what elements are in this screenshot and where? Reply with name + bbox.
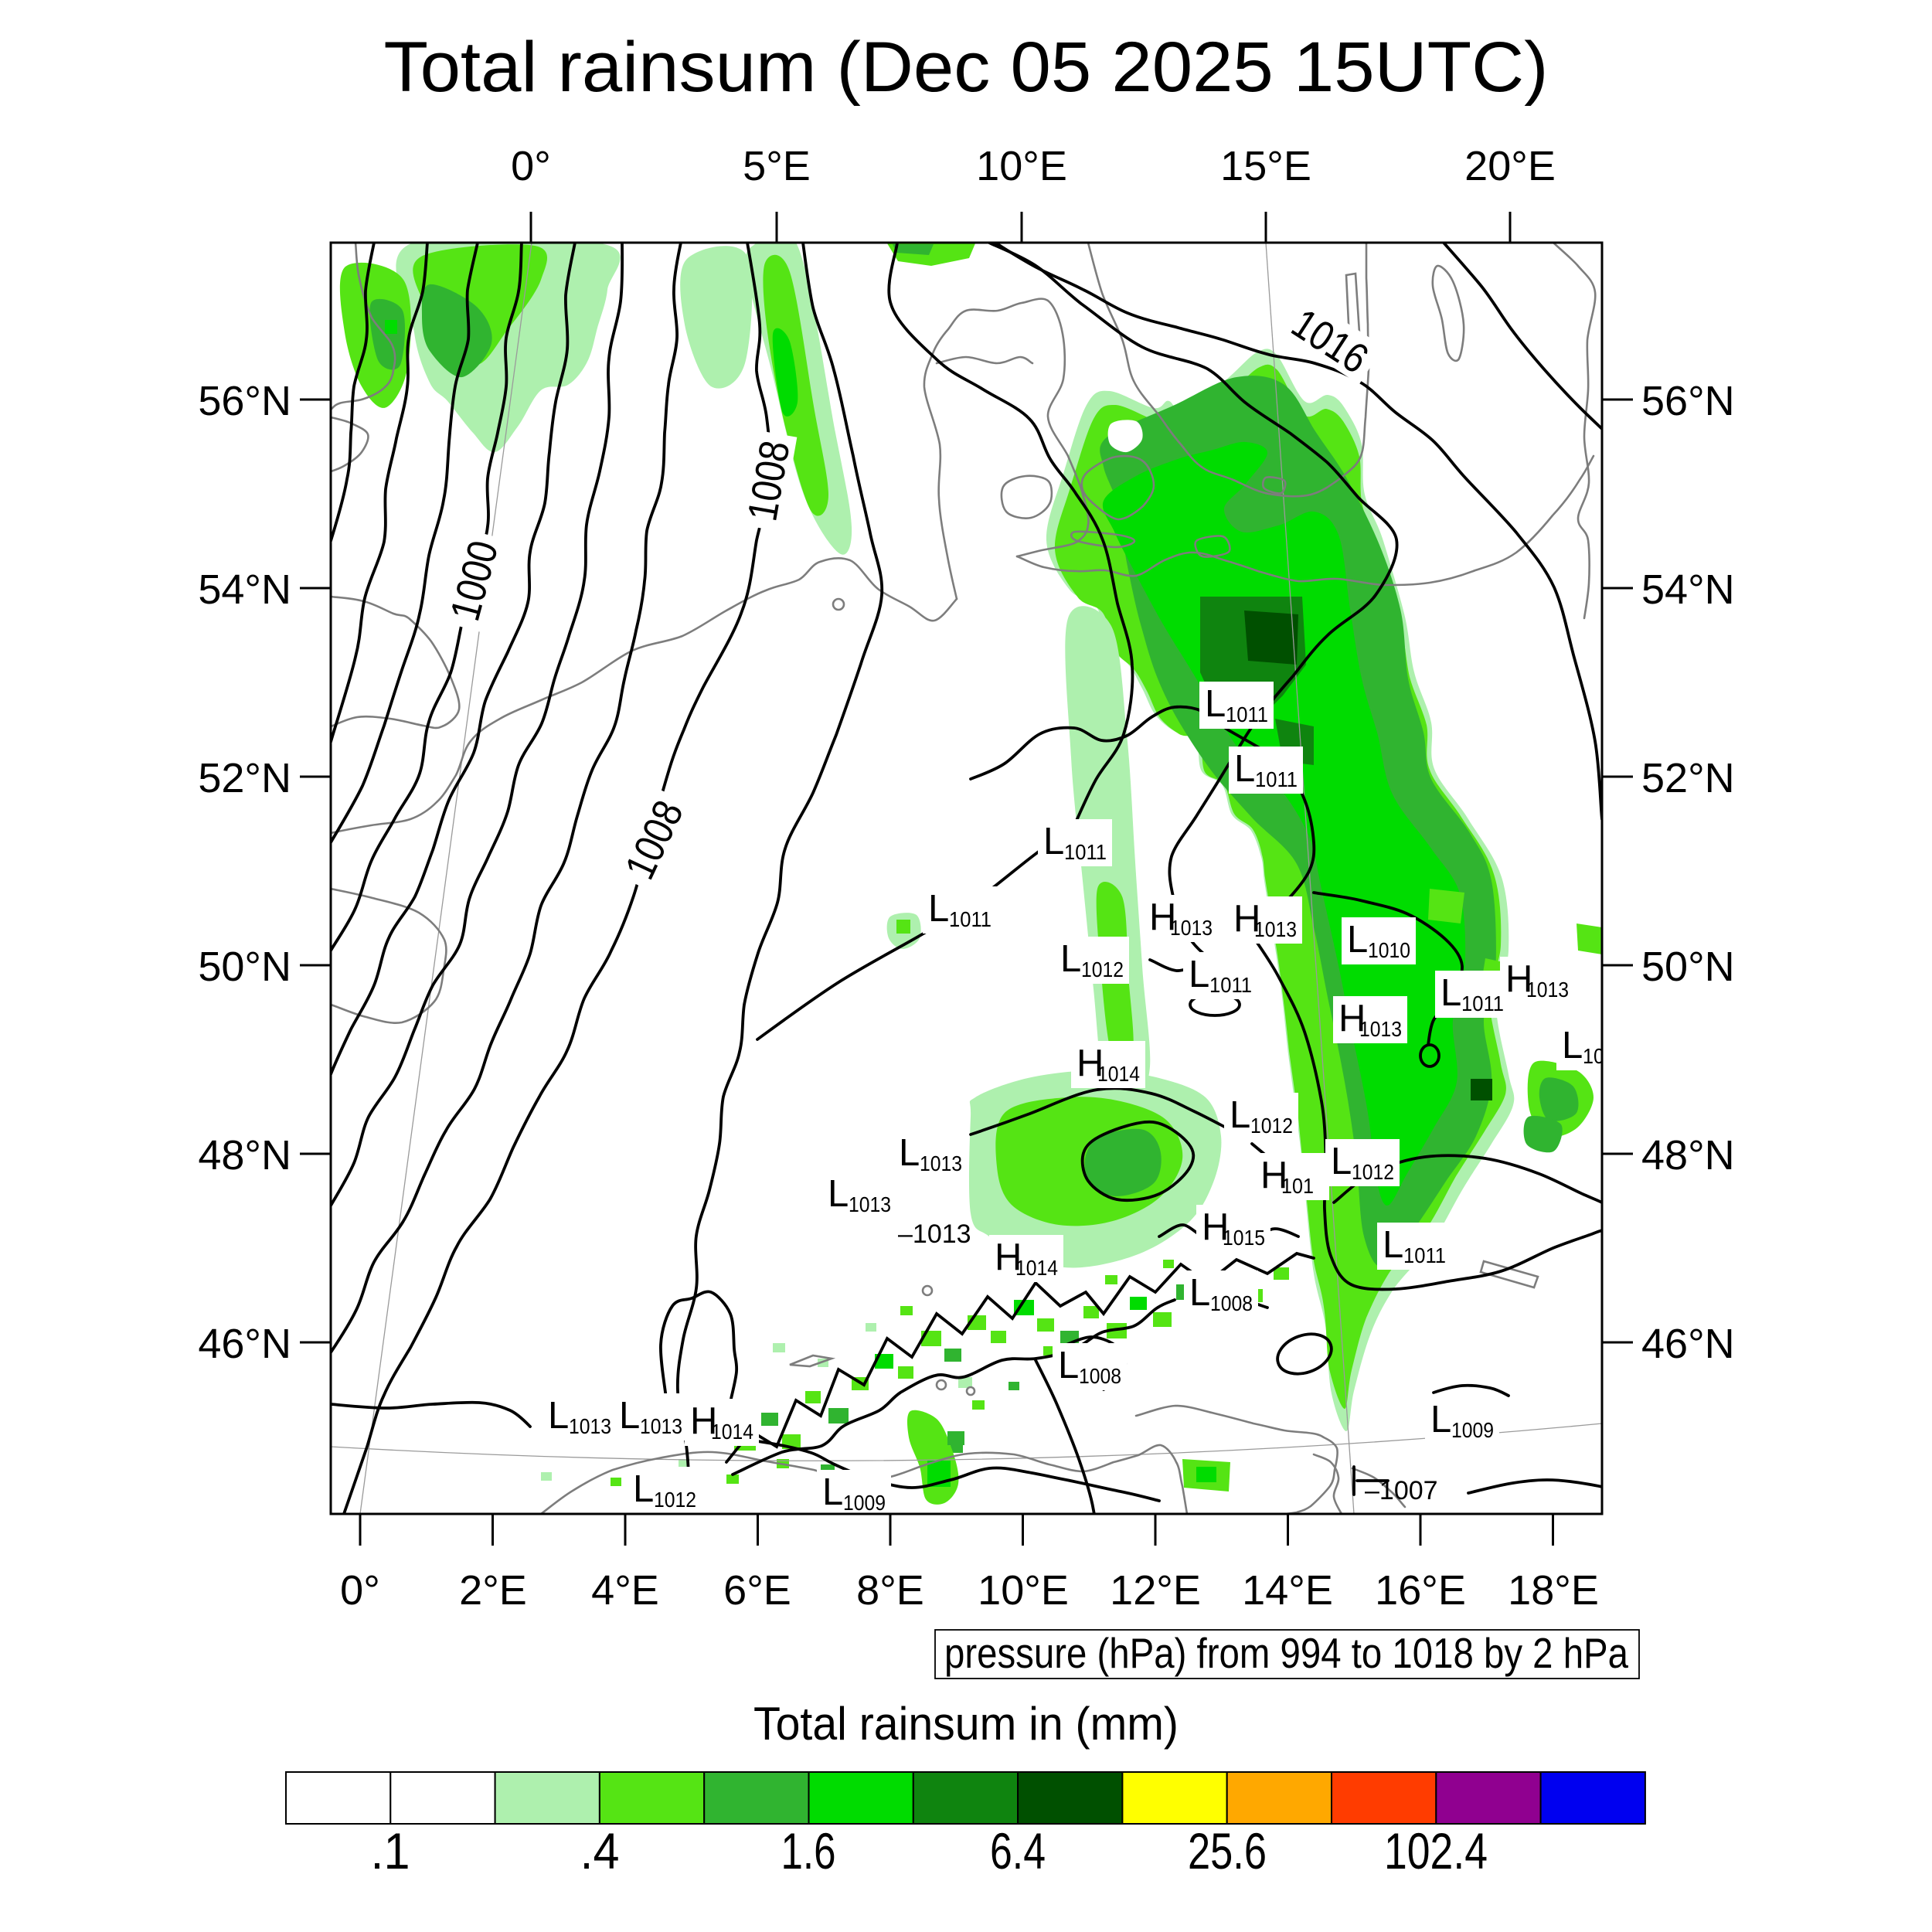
svg-text:50°N: 50°N	[198, 944, 291, 990]
svg-text:5°E: 5°E	[743, 143, 811, 189]
svg-text:10: 10	[1583, 1044, 1604, 1068]
svg-text:10°E: 10°E	[978, 1567, 1069, 1614]
svg-text:H: H	[1260, 1155, 1287, 1196]
svg-text:L: L	[1347, 919, 1368, 961]
svg-text:L: L	[928, 888, 949, 930]
svg-text:1012: 1012	[654, 1488, 696, 1512]
svg-text:H: H	[1202, 1206, 1229, 1248]
svg-text:0°: 0°	[340, 1567, 380, 1614]
svg-text:1013: 1013	[1359, 1017, 1402, 1041]
svg-text:L: L	[1058, 1345, 1079, 1386]
svg-text:L: L	[899, 1132, 920, 1174]
svg-text:L: L	[1205, 683, 1226, 725]
svg-text:1010: 1010	[1368, 938, 1410, 962]
svg-text:1011: 1011	[1255, 767, 1298, 791]
svg-text:1013: 1013	[1254, 917, 1297, 941]
svg-text:25.6: 25.6	[1188, 1822, 1267, 1879]
svg-text:6.4: 6.4	[990, 1822, 1046, 1879]
svg-text:1013: 1013	[1526, 978, 1569, 1002]
svg-text:L: L	[1234, 748, 1255, 790]
svg-text:1011: 1011	[1461, 992, 1504, 1015]
svg-text:L: L	[1430, 1399, 1451, 1440]
svg-text:48°N: 48°N	[1641, 1132, 1735, 1179]
svg-text:L: L	[1060, 938, 1081, 980]
svg-text:L: L	[828, 1173, 849, 1215]
svg-text:1012: 1012	[1081, 957, 1124, 981]
svg-text:10°E: 10°E	[976, 143, 1067, 189]
svg-text:1013: 1013	[849, 1192, 891, 1216]
svg-text:1012: 1012	[1250, 1114, 1293, 1138]
svg-text:1008: 1008	[1079, 1364, 1121, 1388]
svg-text:H: H	[995, 1236, 1022, 1278]
svg-text:Total rainsum in (mm): Total rainsum in (mm)	[753, 1698, 1179, 1750]
svg-text:15°E: 15°E	[1220, 143, 1311, 189]
svg-text:L: L	[822, 1471, 843, 1513]
svg-text:H: H	[690, 1400, 717, 1442]
svg-text:L: L	[1383, 1224, 1403, 1266]
svg-text:1013: 1013	[569, 1414, 611, 1438]
svg-text:.4: .4	[580, 1822, 620, 1879]
svg-text:16°E: 16°E	[1375, 1567, 1466, 1614]
svg-text:–1013: –1013	[898, 1219, 971, 1249]
svg-text:L: L	[1230, 1094, 1250, 1136]
svg-text:pressure (hPa) from 994 to 101: pressure (hPa) from 994 to 1018 by 2 hPa	[944, 1629, 1628, 1677]
svg-text:52°N: 52°N	[1641, 755, 1735, 801]
svg-text:1009: 1009	[1451, 1418, 1494, 1442]
svg-text:1012: 1012	[1352, 1160, 1394, 1184]
svg-text:1011: 1011	[1064, 840, 1107, 864]
svg-text:56°N: 56°N	[198, 378, 291, 424]
svg-text:.1: .1	[371, 1822, 410, 1879]
svg-text:1011: 1011	[1403, 1243, 1446, 1267]
svg-text:46°N: 46°N	[1641, 1321, 1735, 1367]
svg-text:1013: 1013	[920, 1151, 962, 1175]
svg-text:18°E: 18°E	[1508, 1567, 1599, 1614]
svg-text:1008: 1008	[1210, 1291, 1253, 1315]
svg-text:H: H	[1077, 1043, 1104, 1084]
svg-text:L: L	[1043, 821, 1064, 862]
svg-text:–1007: –1007	[1365, 1476, 1438, 1505]
svg-text:20°E: 20°E	[1464, 143, 1556, 189]
svg-text:1013: 1013	[640, 1414, 682, 1438]
svg-text:L: L	[1331, 1141, 1352, 1182]
svg-text:L: L	[1440, 972, 1461, 1014]
svg-text:1015: 1015	[1223, 1226, 1265, 1250]
svg-text:1014: 1014	[1015, 1256, 1058, 1280]
svg-text:8°E: 8°E	[856, 1567, 924, 1614]
svg-text:2°E: 2°E	[459, 1567, 527, 1614]
svg-text:48°N: 48°N	[198, 1132, 291, 1179]
svg-text:H: H	[1233, 898, 1260, 940]
svg-text:1013: 1013	[1170, 916, 1213, 940]
svg-text:H: H	[1505, 958, 1532, 1000]
svg-text:14°E: 14°E	[1242, 1567, 1333, 1614]
svg-text:12°E: 12°E	[1110, 1567, 1201, 1614]
svg-text:L: L	[548, 1395, 569, 1437]
svg-text:46°N: 46°N	[198, 1321, 291, 1367]
svg-text:6°E: 6°E	[723, 1567, 791, 1614]
svg-text:1.6: 1.6	[781, 1822, 836, 1879]
svg-text:50°N: 50°N	[1641, 944, 1735, 990]
svg-text:0°: 0°	[511, 143, 551, 189]
svg-text:1014: 1014	[711, 1420, 753, 1444]
svg-text:L: L	[1189, 1272, 1210, 1314]
svg-text:54°N: 54°N	[198, 566, 291, 613]
svg-text:L: L	[1562, 1025, 1583, 1066]
svg-text:L: L	[619, 1395, 640, 1437]
svg-text:1009: 1009	[843, 1491, 886, 1515]
svg-text:H: H	[1338, 998, 1366, 1039]
svg-text:L: L	[1189, 954, 1209, 995]
svg-text:54°N: 54°N	[1641, 566, 1735, 613]
svg-text:102.4: 102.4	[1384, 1822, 1488, 1879]
svg-text:L: L	[633, 1468, 654, 1510]
svg-text:Total rainsum (Dec 05 2025 15U: Total rainsum (Dec 05 2025 15UTC)	[384, 28, 1549, 107]
svg-text:1011: 1011	[1226, 702, 1268, 726]
svg-text:52°N: 52°N	[198, 755, 291, 801]
svg-text:101: 101	[1281, 1174, 1314, 1198]
svg-text:4°E: 4°E	[591, 1567, 659, 1614]
svg-text:56°N: 56°N	[1641, 378, 1735, 424]
svg-text:1011: 1011	[949, 907, 992, 931]
svg-text:H: H	[1149, 896, 1176, 938]
svg-text:1011: 1011	[1209, 973, 1252, 997]
svg-text:1014: 1014	[1097, 1062, 1140, 1086]
